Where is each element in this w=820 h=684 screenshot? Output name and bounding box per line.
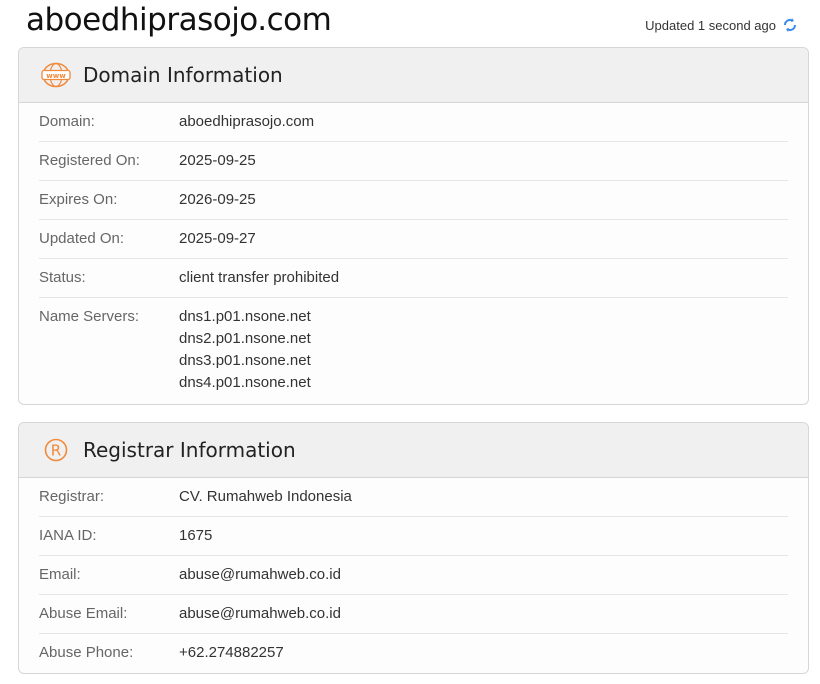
card-title: Domain Information bbox=[83, 63, 283, 87]
row-value: abuse@rumahweb.co.id bbox=[179, 566, 341, 583]
row-label: Abuse Email: bbox=[39, 605, 128, 622]
info-row: Registrar: CV. Rumahweb Indonesia bbox=[39, 478, 788, 517]
row-value: 1675 bbox=[179, 527, 213, 544]
row-value: abuse@rumahweb.co.id bbox=[179, 605, 341, 622]
info-row: IANA ID: 1675 bbox=[39, 517, 788, 556]
name-server: dns4.p01.nsone.net bbox=[179, 374, 311, 391]
info-row: Abuse Email: abuse@rumahweb.co.id bbox=[39, 595, 788, 634]
registrar-information-card: R Registrar Information Registrar: CV. Ru… bbox=[18, 422, 809, 674]
name-servers-list: dns1.p01.nsone.net dns2.p01.nsone.net dn… bbox=[179, 306, 311, 394]
row-label: Status: bbox=[39, 269, 86, 286]
row-label: Email: bbox=[39, 566, 81, 583]
row-label: Abuse Phone: bbox=[39, 644, 134, 661]
row-label: Name Servers: bbox=[39, 308, 140, 325]
row-label: Domain: bbox=[39, 113, 95, 130]
updated-status: Updated 1 second ago bbox=[645, 16, 798, 34]
row-label: Registered On: bbox=[39, 152, 140, 169]
row-value: aboedhiprasojo.com bbox=[179, 113, 315, 130]
info-row: Domain: aboedhiprasojo.com bbox=[39, 103, 788, 142]
card-title: Registrar Information bbox=[83, 438, 296, 462]
row-label: Expires On: bbox=[39, 191, 118, 208]
name-server: dns1.p01.nsone.net bbox=[179, 308, 311, 325]
page-title: aboedhiprasojo.com bbox=[26, 2, 332, 38]
refresh-icon[interactable] bbox=[782, 16, 798, 34]
row-value: +62.274882257 bbox=[179, 644, 284, 661]
row-value: 2026-09-25 bbox=[179, 191, 256, 208]
name-server: dns3.p01.nsone.net bbox=[179, 352, 311, 369]
info-row: Abuse Phone: +62.274882257 bbox=[39, 634, 788, 673]
www-globe-icon: www bbox=[41, 62, 71, 88]
updated-text: Updated 1 second ago bbox=[645, 17, 776, 33]
card-header: R Registrar Information bbox=[19, 423, 808, 478]
name-server: dns2.p01.nsone.net bbox=[179, 330, 311, 347]
svg-text:R: R bbox=[51, 442, 61, 460]
info-row: Updated On: 2025-09-27 bbox=[39, 220, 788, 259]
info-row: Email: abuse@rumahweb.co.id bbox=[39, 556, 788, 595]
domain-information-card: www Domain Information Domain: aboedhipra… bbox=[18, 47, 809, 405]
card-header: www Domain Information bbox=[19, 48, 808, 103]
registered-icon: R bbox=[44, 438, 68, 462]
row-label: IANA ID: bbox=[39, 527, 97, 544]
info-row: Registered On: 2025-09-25 bbox=[39, 142, 788, 181]
info-row: Status: client transfer prohibited bbox=[39, 259, 788, 298]
row-label: Registrar: bbox=[39, 488, 105, 505]
row-value: 2025-09-27 bbox=[179, 230, 256, 247]
info-row: Expires On: 2026-09-25 bbox=[39, 181, 788, 220]
row-value: CV. Rumahweb Indonesia bbox=[179, 488, 352, 505]
row-value: 2025-09-25 bbox=[179, 152, 256, 169]
row-value: client transfer prohibited bbox=[179, 269, 340, 286]
name-servers-row: Name Servers: dns1.p01.nsone.net dns2.p0… bbox=[39, 298, 788, 404]
row-label: Updated On: bbox=[39, 230, 125, 247]
svg-text:www: www bbox=[46, 72, 66, 80]
